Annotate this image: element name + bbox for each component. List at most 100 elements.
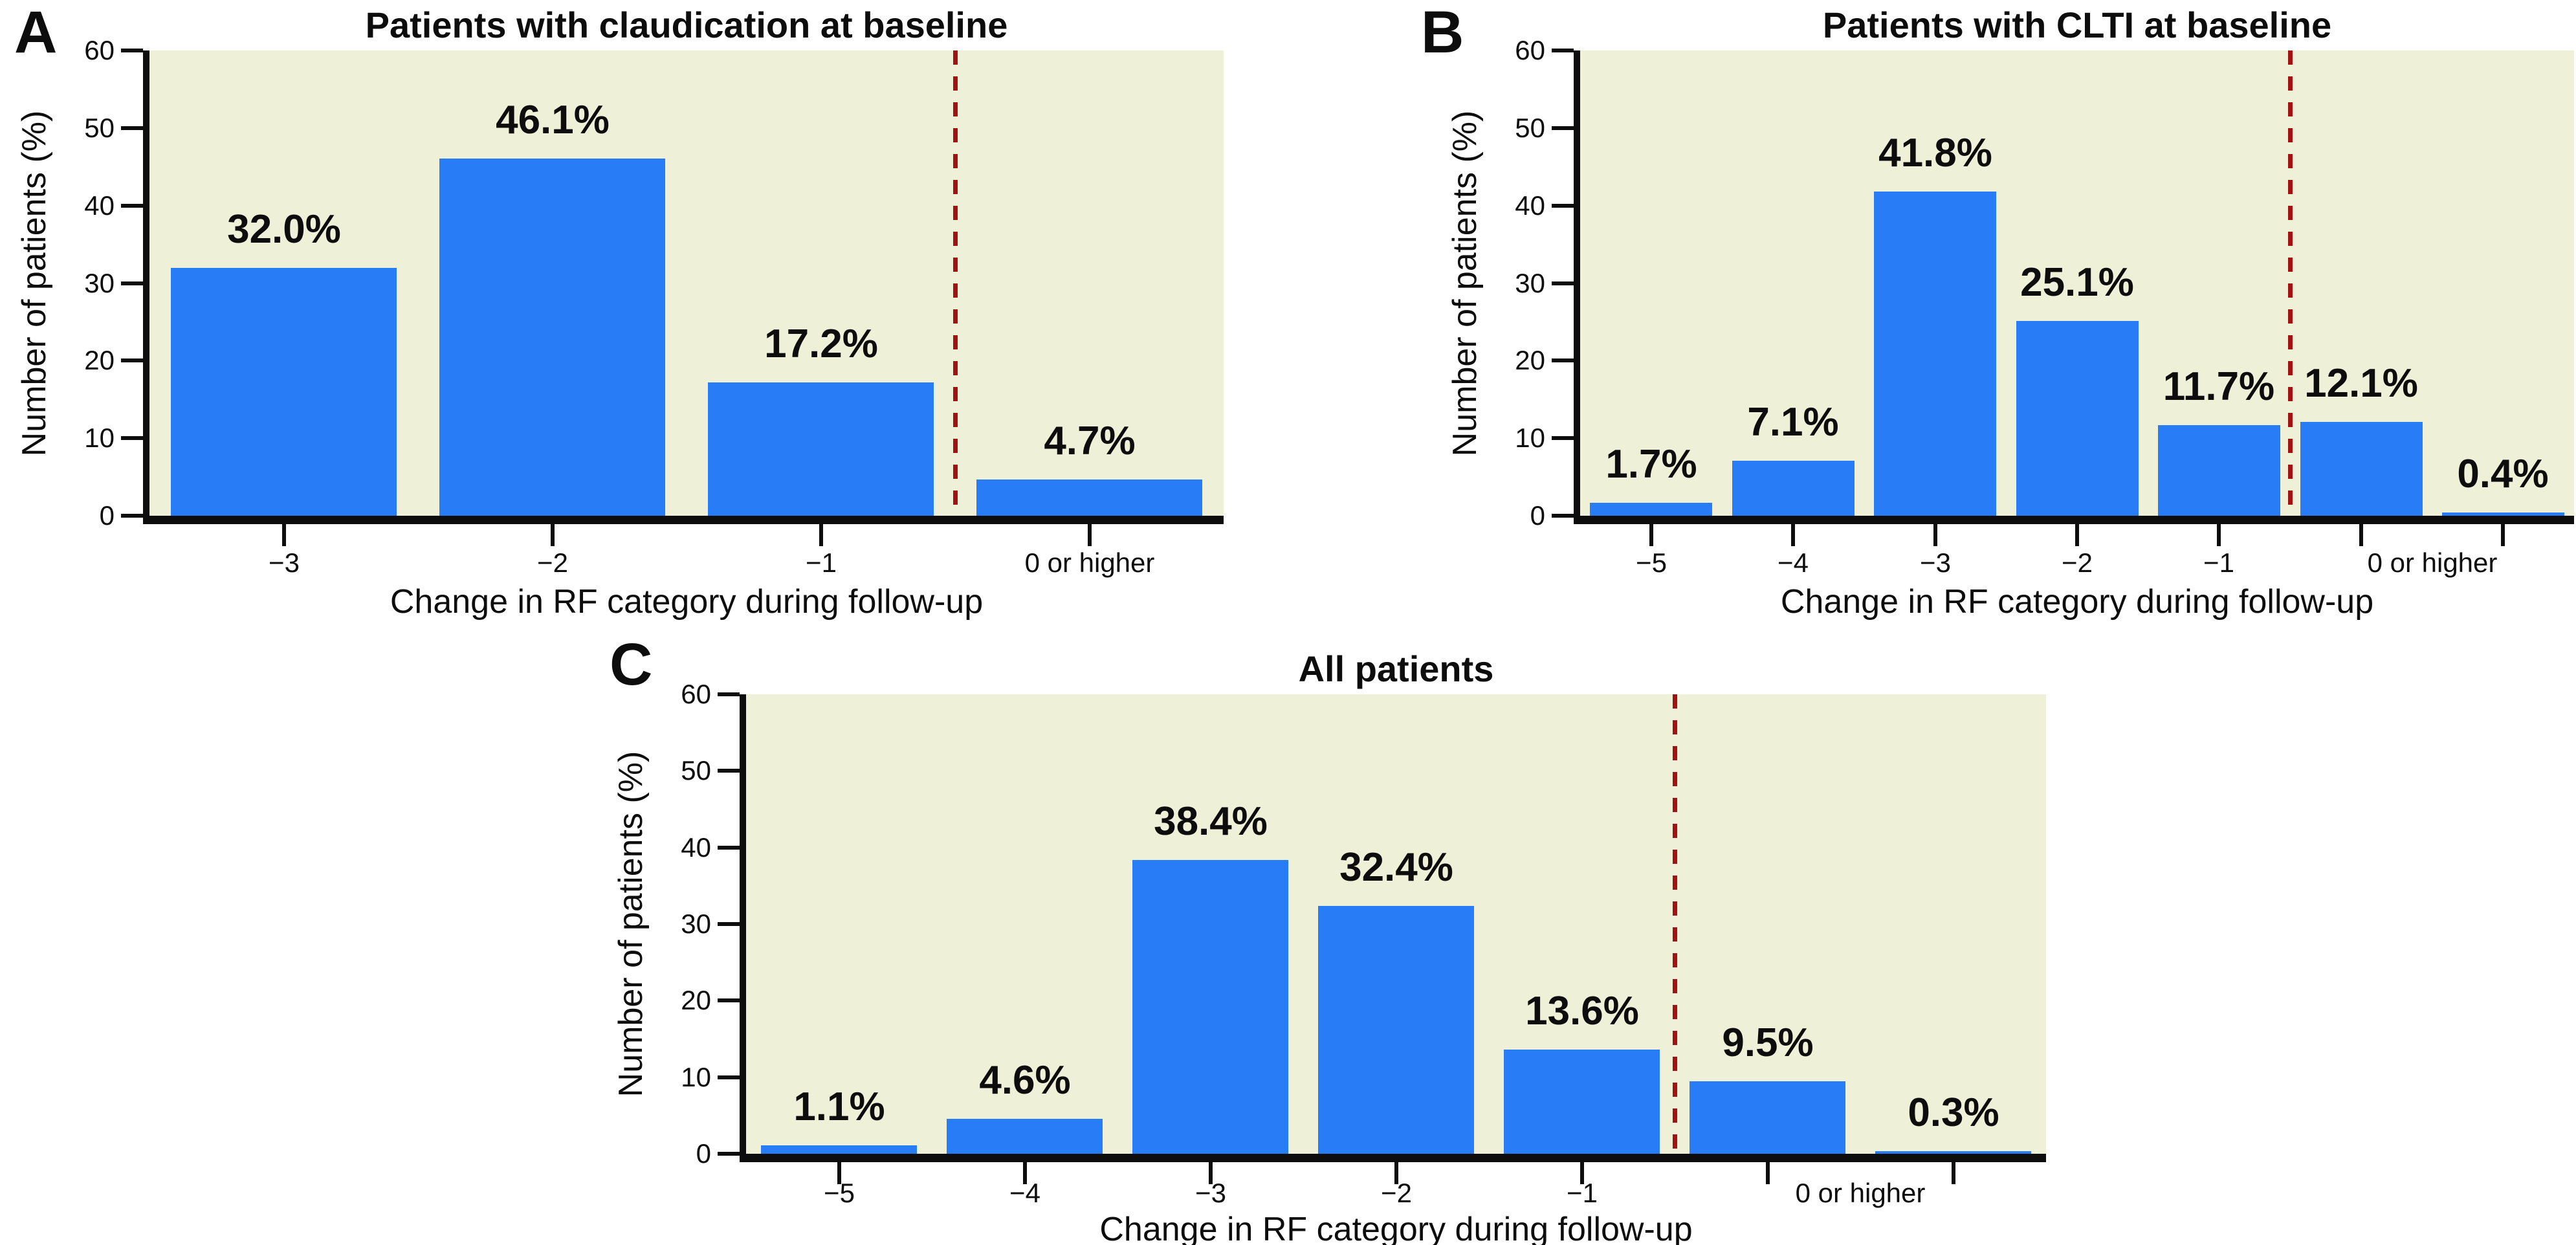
- x-axis-spine: [1574, 516, 2574, 524]
- bar: [1132, 860, 1288, 1154]
- y-tick-mark: [718, 998, 740, 1002]
- x-axis-spine: [143, 516, 1224, 524]
- y-tick-mark: [1552, 514, 1574, 518]
- y-tick-label: 20: [1515, 345, 1545, 375]
- x-tick-mark: [2217, 524, 2221, 546]
- x-tick-mark: [1766, 1162, 1770, 1184]
- x-tick-label: −3: [269, 547, 300, 578]
- x-tick-mark: [2501, 524, 2505, 546]
- bar-value-label: 0.3%: [1908, 1090, 1999, 1135]
- bar-value-label: 32.0%: [227, 207, 341, 252]
- y-tick-label: 10: [84, 423, 115, 453]
- y-tick-mark: [121, 436, 143, 440]
- x-tick-label: 0 or higher: [1795, 1178, 1926, 1208]
- y-tick-label: 50: [681, 755, 711, 786]
- x-tick-mark: [819, 524, 823, 546]
- y-tick-mark: [1552, 204, 1574, 208]
- chart-title: Patients with CLTI at baseline: [1822, 5, 2332, 45]
- bar: [2300, 422, 2423, 516]
- bar-value-label: 17.2%: [764, 322, 878, 366]
- bar: [1732, 461, 1855, 516]
- x-tick-mark: [837, 1162, 841, 1184]
- bar-value-label: 4.6%: [979, 1058, 1071, 1103]
- bar-value-label: 41.8%: [1878, 131, 1992, 175]
- bar-value-label: 32.4%: [1339, 845, 1453, 890]
- y-axis-spine: [740, 694, 746, 1162]
- y-tick-mark: [1552, 49, 1574, 52]
- bar: [1504, 1050, 1660, 1154]
- x-tick-label: 0 or higher: [1024, 547, 1155, 578]
- y-tick-label: 40: [1515, 190, 1545, 221]
- bar-value-label: 9.5%: [1722, 1020, 1814, 1065]
- y-tick-label: 10: [1515, 423, 1545, 453]
- y-tick-label: 50: [84, 113, 115, 143]
- y-tick-label: 60: [681, 679, 711, 709]
- y-axis-label: Number of patients (%): [16, 110, 53, 457]
- bar: [2158, 425, 2280, 516]
- y-tick-mark: [121, 514, 143, 518]
- chart-title: All patients: [1298, 648, 1494, 689]
- x-tick-mark: [282, 524, 286, 546]
- y-tick-mark: [121, 126, 143, 130]
- bar: [2442, 512, 2564, 516]
- bar: [1875, 1151, 2031, 1154]
- y-tick-label: 10: [681, 1062, 711, 1092]
- y-tick-label: 60: [84, 35, 115, 65]
- bar: [976, 479, 1202, 516]
- bar: [439, 159, 665, 516]
- bar-value-label: 13.6%: [1525, 989, 1639, 1033]
- bar-value-label: 1.7%: [1605, 442, 1697, 487]
- x-tick-label: −3: [1195, 1178, 1226, 1208]
- panel-letter: C: [610, 632, 652, 698]
- x-tick-mark: [1649, 524, 1653, 546]
- x-tick-mark: [1209, 1162, 1213, 1184]
- x-tick-mark: [1791, 524, 1795, 546]
- x-tick-mark: [1023, 1162, 1027, 1184]
- y-tick-mark: [121, 281, 143, 285]
- y-tick-mark: [121, 49, 143, 52]
- x-axis-label: Change in RF category during follow-up: [1780, 583, 2374, 621]
- y-tick-label: 20: [681, 985, 711, 1015]
- bar: [1590, 503, 1712, 516]
- x-tick-mark: [1933, 524, 1937, 546]
- chart-title: Patients with claudication at baseline: [365, 5, 1008, 45]
- x-tick-label: −4: [1778, 547, 1809, 578]
- y-tick-label: 30: [84, 268, 115, 298]
- y-tick-mark: [1552, 281, 1574, 285]
- y-tick-label: 40: [84, 190, 115, 221]
- y-tick-mark: [1552, 358, 1574, 362]
- x-tick-label: 0 or higher: [2367, 547, 2498, 578]
- y-tick-label: 30: [1515, 268, 1545, 298]
- bar: [1874, 192, 1996, 516]
- bar: [761, 1145, 917, 1154]
- y-tick-mark: [718, 692, 740, 696]
- y-tick-label: 50: [1515, 113, 1545, 143]
- y-tick-label: 0: [1530, 500, 1545, 531]
- dashed-reference-line: [1673, 694, 1677, 1154]
- y-tick-label: 0: [696, 1138, 711, 1169]
- y-tick-mark: [718, 769, 740, 773]
- x-tick-label: −2: [2062, 547, 2093, 578]
- bar: [708, 382, 934, 516]
- dashed-reference-line: [953, 50, 958, 516]
- y-tick-mark: [121, 204, 143, 208]
- bar: [2016, 321, 2139, 516]
- panel-letter: B: [1421, 0, 1464, 65]
- x-tick-label: −2: [537, 547, 568, 578]
- bar-value-label: 38.4%: [1154, 799, 1268, 844]
- y-tick-label: 40: [681, 832, 711, 863]
- x-tick-mark: [2359, 524, 2363, 546]
- x-tick-mark: [2075, 524, 2079, 546]
- y-axis-spine: [1574, 50, 1580, 524]
- x-tick-mark: [1394, 1162, 1398, 1184]
- bar-value-label: 0.4%: [2457, 452, 2549, 496]
- bar-value-label: 7.1%: [1747, 400, 1839, 445]
- x-tick-mark: [551, 524, 555, 546]
- y-tick-label: 60: [1515, 35, 1545, 65]
- bar-value-label: 1.1%: [793, 1085, 885, 1129]
- x-tick-label: −2: [1381, 1178, 1412, 1208]
- x-tick-label: −1: [2203, 547, 2234, 578]
- y-tick-mark: [1552, 436, 1574, 440]
- x-tick-label: −5: [1636, 547, 1667, 578]
